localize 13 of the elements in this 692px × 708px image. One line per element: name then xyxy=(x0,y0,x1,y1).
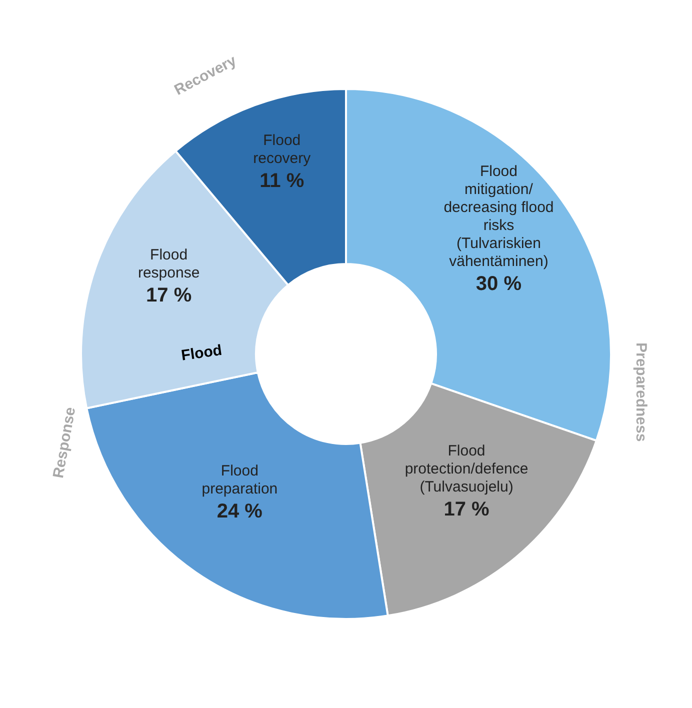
slice-label: Flood protection/defence (Tulvasuojelu) xyxy=(404,442,528,496)
slice-label: Flood response xyxy=(138,246,200,282)
text: Preparedness xyxy=(632,342,650,442)
slice-label: Flood preparation xyxy=(202,462,278,498)
data-label: 17 % xyxy=(444,498,490,521)
slice-label: Flood recovery xyxy=(253,132,312,167)
data-label: 11 % xyxy=(260,170,304,192)
data-label: 17 % xyxy=(146,284,192,307)
data-label: 24 % xyxy=(216,500,263,522)
slice-label: Flood mitigation/ decreasing flood risks (Tulvariskien vähentäminen) xyxy=(444,163,554,270)
data-label: 30 % xyxy=(476,273,522,296)
text: Response xyxy=(50,406,80,480)
text: Flood xyxy=(180,342,224,364)
